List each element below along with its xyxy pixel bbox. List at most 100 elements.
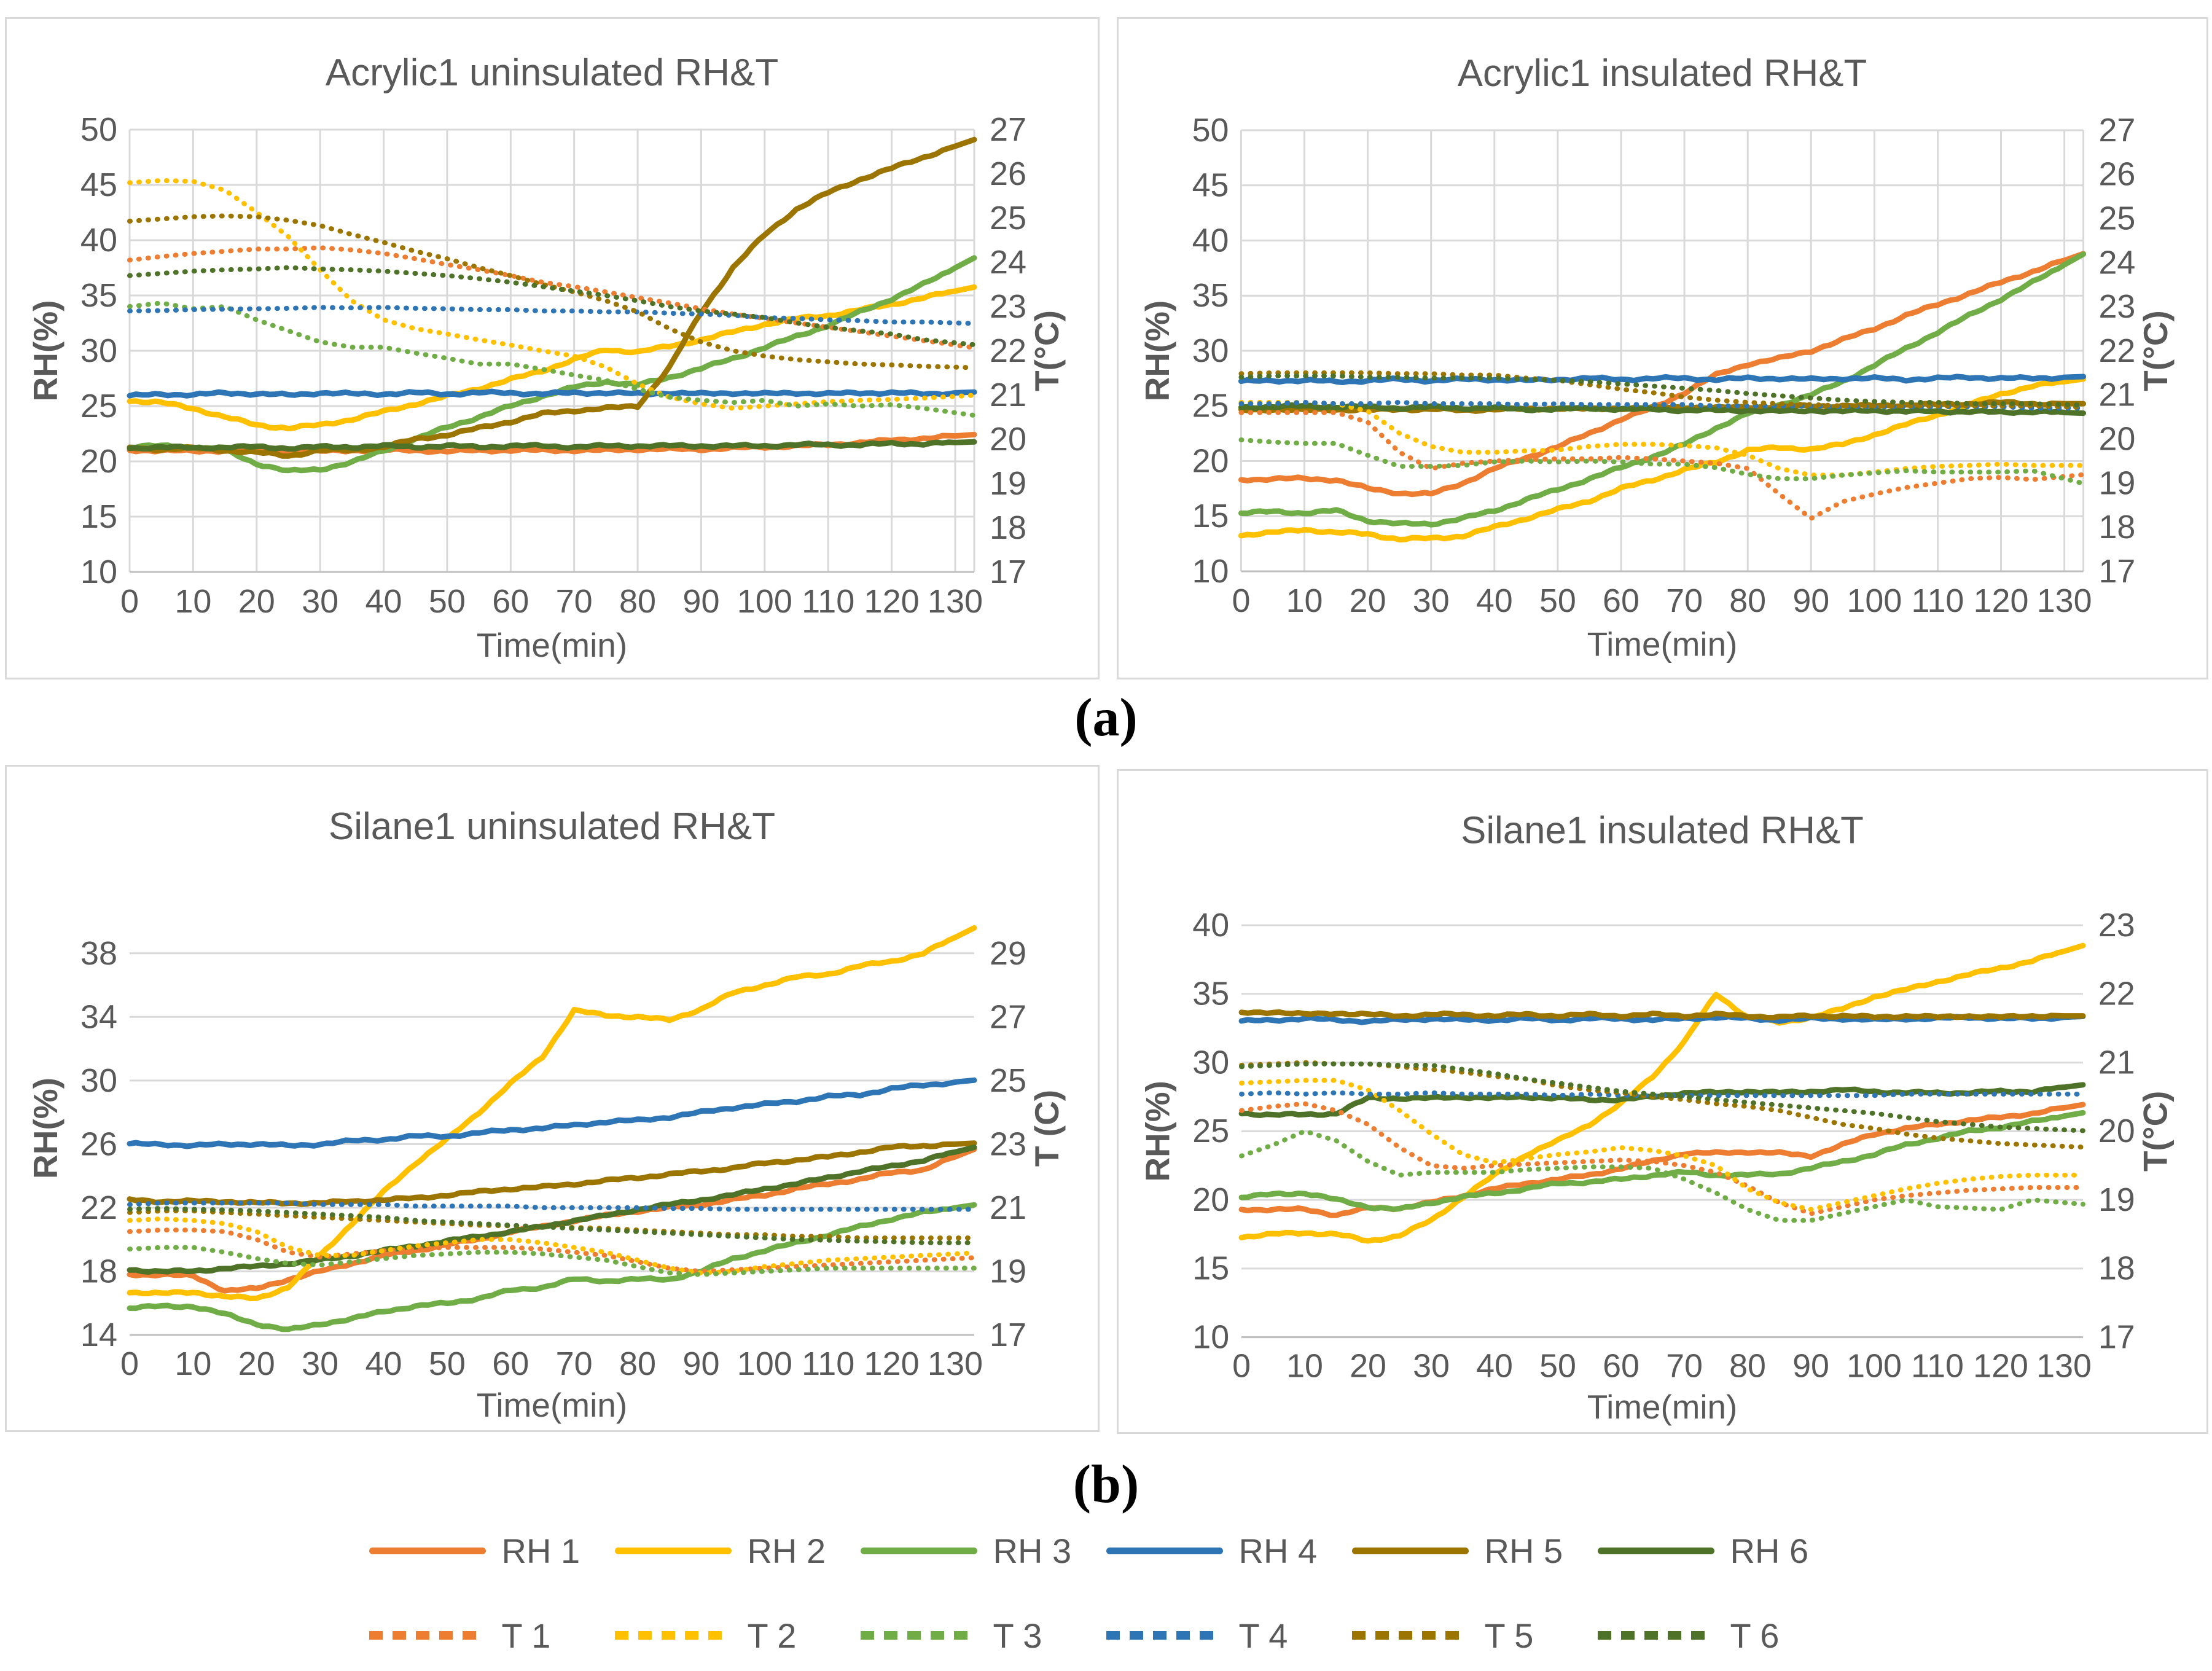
dotted-line-swatch — [369, 1631, 486, 1640]
left-tick-label: 15 — [80, 498, 117, 535]
panel-acrylic1-insulated: Acrylic1 insulated RH&T Time(min) RH(%) T(°… — [1117, 17, 2208, 679]
chart-title: Acrylic1 insulated RH&T — [1458, 52, 1867, 95]
left-tick-label: 50 — [1192, 112, 1229, 149]
left-tick-label: 35 — [1192, 976, 1229, 1012]
right-axis-title: T (C) — [1028, 1090, 1066, 1167]
left-axis-title: RH(%) — [26, 300, 64, 402]
left-tick-label: 14 — [80, 1317, 117, 1353]
x-axis-title: Time(min) — [1587, 625, 1738, 663]
left-tick-label: 10 — [1192, 553, 1229, 590]
legend-item-rh-1: RH 1 — [369, 1531, 615, 1570]
legend-item-rh-6: RH 6 — [1597, 1531, 1843, 1570]
legend-label: RH 5 — [1484, 1531, 1563, 1570]
left-tick-label: 45 — [1192, 167, 1229, 204]
solid-line-swatch — [1106, 1547, 1223, 1554]
x-tick-label: 80 — [1729, 582, 1766, 619]
x-tick-label: 40 — [1476, 1347, 1513, 1384]
left-axis-title: RH(%) — [1138, 300, 1176, 401]
x-tick-label: 30 — [1413, 1347, 1450, 1384]
x-tick-label: 80 — [1729, 1347, 1766, 1384]
x-tick-label: 70 — [1666, 1347, 1703, 1384]
x-tick-label: 110 — [1911, 1347, 1964, 1384]
right-tick-label: 20 — [2098, 1113, 2135, 1149]
series-rh-4 — [127, 1077, 977, 1149]
legend-item-t-2: T 2 — [614, 1616, 861, 1655]
right-axis-title: T(°C) — [1028, 310, 1066, 391]
series-t-5 — [1239, 1060, 2085, 1150]
right-tick-label: 17 — [990, 1317, 1026, 1353]
x-tick-label: 40 — [1476, 582, 1513, 619]
legend-label: RH 1 — [501, 1531, 580, 1570]
x-tick-label: 120 — [864, 583, 920, 620]
series-t-2 — [1238, 399, 2086, 478]
x-tick-label: 120 — [1973, 1347, 2028, 1384]
left-tick-label: 22 — [80, 1189, 117, 1226]
left-axis-title: RH(%) — [1138, 1081, 1176, 1181]
left-tick-label: 18 — [80, 1253, 117, 1289]
right-tick-label: 18 — [2098, 1250, 2135, 1287]
x-tick-label: 110 — [1912, 582, 1964, 619]
chart-acrylic1-insulated: Acrylic1 insulated RH&T Time(min) RH(%) T(°… — [1119, 19, 2206, 678]
chart-silane1-uninsulated: Silane1 uninsulated RH&T Time(min) RH(%) T … — [7, 767, 1098, 1430]
right-tick-label: 22 — [2098, 976, 2135, 1012]
right-tick-label: 27 — [990, 111, 1026, 148]
chart-title: Silane1 uninsulated RH&T — [329, 805, 775, 848]
solid-line-swatch — [614, 1547, 732, 1554]
right-tick-label: 23 — [990, 1125, 1026, 1162]
series-rh-4 — [1238, 374, 2087, 386]
x-tick-label: 60 — [1603, 582, 1639, 619]
left-tick-label: 25 — [1192, 388, 1229, 425]
dotted-line-swatch — [1597, 1631, 1714, 1640]
right-tick-label: 25 — [990, 200, 1026, 237]
chart-acrylic1-uninsulated: Acrylic1 uninsulated RH&T Time(min) RH(%) T… — [7, 19, 1098, 678]
left-tick-label: 10 — [1192, 1319, 1229, 1356]
right-tick-label: 20 — [2098, 421, 2135, 458]
right-tick-label: 24 — [990, 244, 1026, 281]
right-axis-title: T(°C) — [2136, 310, 2175, 391]
x-tick-label: 120 — [864, 1345, 920, 1382]
left-axis-title: RH(%) — [26, 1078, 64, 1179]
series-t-3 — [127, 1245, 977, 1277]
series-t-5 — [127, 213, 977, 370]
series-t-6 — [127, 265, 977, 348]
left-tick-label: 30 — [1192, 332, 1229, 369]
right-tick-label: 23 — [990, 288, 1026, 325]
right-tick-label: 27 — [2098, 112, 2135, 149]
x-tick-label: 20 — [238, 1345, 275, 1382]
series-t-1 — [127, 1227, 977, 1274]
x-tick-label: 90 — [682, 583, 719, 620]
right-tick-label: 18 — [2098, 509, 2135, 546]
legend-rh-row: RH 1 RH 2 RH 3 RH 4 RH 5 RH 6 — [0, 1531, 2212, 1570]
right-tick-label: 21 — [2098, 1044, 2135, 1081]
series-rh-6 — [127, 439, 977, 452]
series-rh-6 — [1238, 402, 2087, 417]
series-t-6 — [1239, 1061, 2085, 1133]
x-tick-label: 0 — [120, 583, 139, 620]
left-tick-label: 30 — [80, 332, 117, 369]
right-tick-label: 18 — [990, 509, 1026, 546]
series-rh-5 — [127, 136, 977, 459]
left-tick-label: 40 — [1192, 222, 1229, 259]
legend-label: T 4 — [1238, 1616, 1288, 1655]
left-tick-label: 35 — [1192, 277, 1229, 314]
series-t-3 — [1239, 1129, 2085, 1223]
x-tick-label: 60 — [492, 1345, 529, 1382]
right-tick-label: 21 — [2098, 377, 2135, 413]
legend-t-row: T 1 T 2 T 3 T 4 T 5 T 6 — [0, 1616, 2212, 1655]
right-axis-title: T(°C) — [2136, 1091, 2174, 1172]
caption-b: (b) — [1073, 1455, 1139, 1514]
right-tick-label: 22 — [990, 332, 1026, 369]
x-axis-title: Time(min) — [477, 1386, 627, 1424]
right-tick-label: 29 — [990, 935, 1026, 972]
x-tick-label: 0 — [1232, 1347, 1251, 1384]
x-tick-label: 50 — [1539, 582, 1576, 619]
left-tick-label: 34 — [80, 998, 117, 1035]
legend-item-t-4: T 4 — [1106, 1616, 1352, 1655]
x-tick-label: 100 — [1847, 582, 1902, 619]
right-tick-label: 22 — [2098, 332, 2135, 369]
series-rh-2 — [1238, 376, 2087, 543]
x-tick-label: 110 — [802, 1345, 854, 1382]
left-tick-label: 30 — [80, 1062, 117, 1099]
legend-item-t-1: T 1 — [369, 1616, 615, 1655]
